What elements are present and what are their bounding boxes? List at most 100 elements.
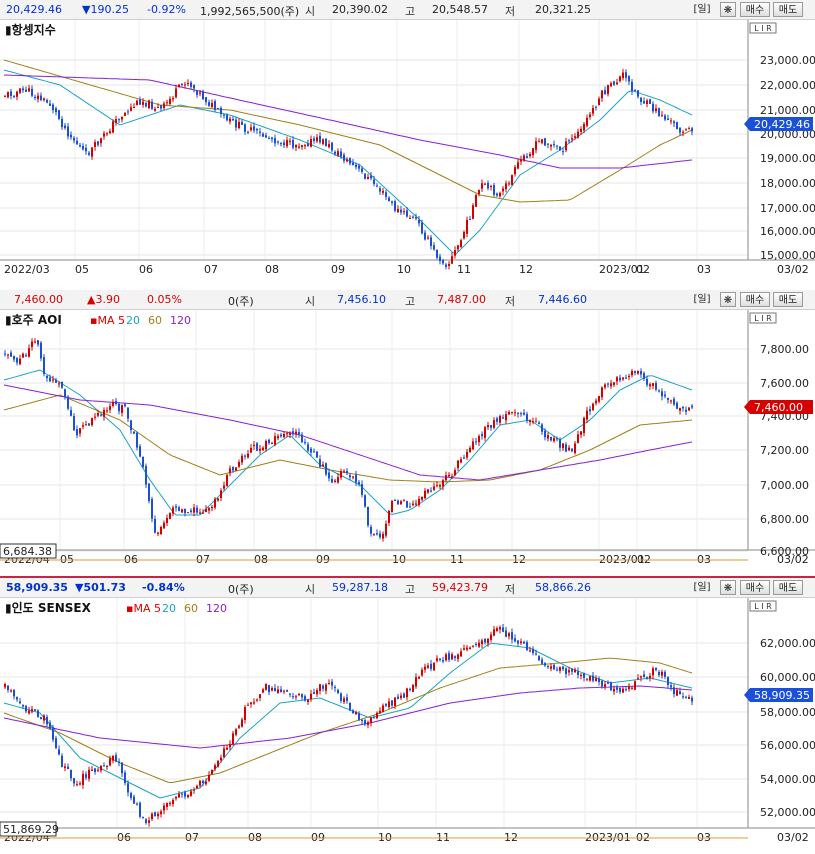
asx-chart[interactable]: L I R7,800.007,600.007,400.007,200.007,0… [0,310,815,576]
candle-body [364,495,366,507]
candle-body [295,144,297,148]
candle-body [52,379,54,381]
candle-body [328,683,330,685]
candle-body [130,793,132,798]
candle-body [313,692,315,694]
candle-body [400,209,402,213]
sell-button[interactable]: 매도 [773,2,803,17]
candle-body [388,510,390,523]
candle-body [340,471,342,478]
candle-body [598,98,600,106]
candle-body [112,121,114,133]
candle-body [217,760,219,767]
candle-body [457,245,459,250]
scale-badge [749,600,777,612]
buy-button[interactable]: 매수 [740,2,770,17]
hsi-panel: 20,429.46 ▼190.25 -0.92% 1,992,565,500(주… [0,0,815,290]
candle-body [655,667,657,671]
candle-body [271,137,273,140]
candle-body [643,373,645,379]
candle-body [403,499,405,501]
candle-body [445,264,447,267]
candle-body [472,441,474,450]
buy-button[interactable]: 매수 [740,580,770,595]
candle-body [277,141,279,143]
sensex-chart[interactable]: L I R 62,000.00 60,000.00 58,000.00 56,000.0… [0,598,815,854]
hsi-volume: 1,992,565,500(주) [200,5,300,18]
period-button[interactable]: [일] [693,4,711,15]
candle-body [49,103,51,106]
y-tick-label: 52,000.00 [760,806,815,819]
candle-body [94,416,96,418]
candle-body [211,769,213,775]
settings-icon[interactable]: ❋ [720,292,736,307]
candle-body [637,90,639,97]
candle-body [421,496,423,500]
candle-body [541,424,543,432]
period-button[interactable]: [일] [693,294,711,305]
sell-button[interactable]: 매도 [773,292,803,307]
candle-body [301,434,303,443]
candle-body [64,766,66,769]
candle-body [355,164,357,168]
candle-body [316,690,318,695]
low-tag [0,543,57,559]
hsi-high: 20,548.57 [432,3,488,16]
candle-body [463,457,465,459]
candle-body [484,427,486,438]
candle-body [376,185,378,187]
candle-body [169,802,171,804]
candle-body [640,97,642,103]
candle-body [544,138,546,146]
candle-body [163,805,165,811]
candle-body [439,485,441,487]
sell-button[interactable]: 매도 [773,580,803,595]
candle-body [373,717,375,719]
candle-body [439,256,441,262]
candle-body [220,490,222,499]
candle-body [682,131,684,133]
candle-body [286,140,288,147]
candle-body [382,533,384,539]
candle-body [571,448,573,452]
candle-body [532,648,534,654]
candle-body [19,701,21,704]
settings-icon[interactable]: ❋ [720,2,736,17]
candle-body [571,138,573,140]
candle-body [625,72,627,78]
x-tick-label: 02 [636,263,650,276]
candle-body [274,688,276,692]
sensex-change: ▼501.73 [75,581,126,594]
candle-body [448,653,450,660]
buy-button[interactable]: 매수 [740,292,770,307]
candle-body [202,512,204,514]
candle-body [16,91,18,97]
candle-body [214,765,216,770]
sensex-panel: 58,909.35 ▼501.73 -0.84% 0(주) 시 59,287.1… [0,578,815,854]
candle-body [253,126,255,131]
candle-body [319,459,321,467]
candle-body [532,148,534,156]
candle-body [664,115,666,120]
candle-body [583,417,585,434]
hsi-chart[interactable]: L I R 23,000.00 22,000.00 21,000.00 20,000.0… [0,20,815,290]
candle-body [259,131,261,133]
y-tick-label: 7,600.00 [760,377,809,390]
candle-body [424,666,426,670]
candle-body [145,819,147,823]
candle-body [76,784,78,786]
candle-body [595,106,597,108]
settings-icon[interactable]: ❋ [720,580,736,595]
candle-body [433,662,435,671]
candle-body [163,522,165,529]
candle-body [310,693,312,700]
candle-body [154,108,156,111]
period-button[interactable]: [일] [693,582,711,593]
candle-body [490,634,492,640]
candle-body [166,518,168,524]
candle-body [115,400,117,405]
candle-body [127,111,129,113]
candle-body [529,650,531,652]
candle-body [184,792,186,797]
candle-body [79,145,81,147]
